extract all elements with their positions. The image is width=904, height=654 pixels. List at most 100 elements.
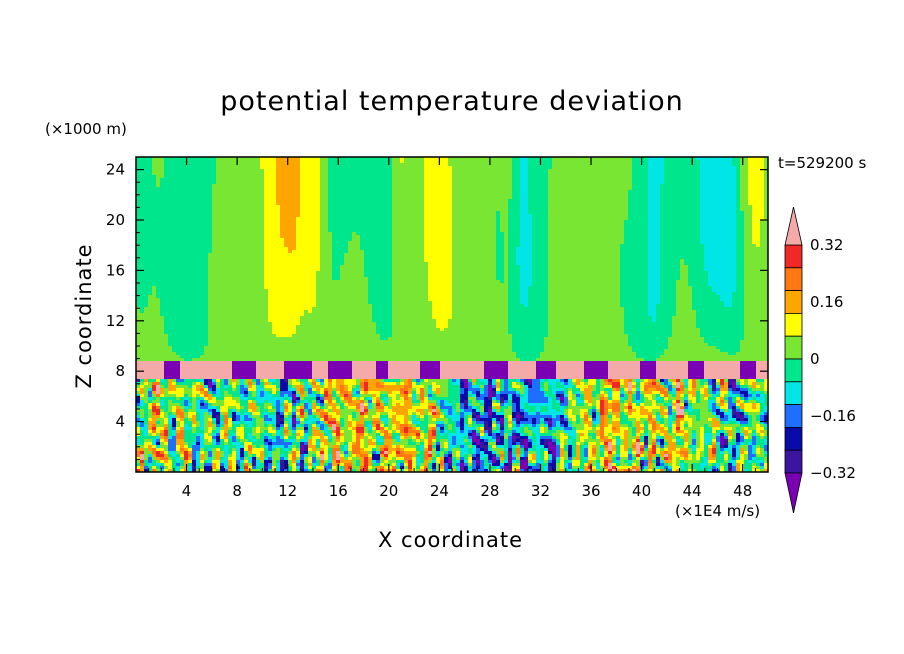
heatmap-cell bbox=[744, 175, 749, 179]
heatmap-cell bbox=[256, 208, 261, 212]
heatmap-cell bbox=[408, 238, 413, 242]
heatmap-cell bbox=[416, 211, 421, 215]
heatmap-cell bbox=[464, 175, 469, 179]
heatmap-cell bbox=[512, 184, 517, 188]
heatmap-cell bbox=[624, 244, 629, 248]
heatmap-cell bbox=[156, 232, 161, 236]
heatmap-cell bbox=[328, 169, 333, 173]
heatmap-cell bbox=[164, 175, 169, 179]
heatmap-cell bbox=[216, 220, 221, 224]
heatmap-cell bbox=[236, 244, 241, 248]
heatmap-cell bbox=[268, 250, 273, 254]
heatmap-cell bbox=[296, 169, 301, 173]
heatmap-cell bbox=[352, 181, 357, 185]
heatmap-cell bbox=[464, 229, 469, 233]
heatmap-cell bbox=[324, 196, 329, 200]
heatmap-cell bbox=[560, 175, 565, 179]
heatmap-cell bbox=[204, 220, 209, 224]
heatmap-cell bbox=[752, 241, 757, 245]
heatmap-cell bbox=[568, 187, 573, 191]
heatmap-cell bbox=[376, 247, 381, 251]
heatmap-cell bbox=[704, 205, 709, 209]
heatmap-cell bbox=[616, 226, 621, 230]
heatmap-cell bbox=[544, 166, 549, 170]
heatmap-cell bbox=[192, 247, 197, 251]
heatmap-cell bbox=[552, 187, 557, 191]
heatmap-cell bbox=[452, 247, 457, 251]
heatmap-cell bbox=[700, 193, 705, 197]
heatmap-cell bbox=[676, 229, 681, 233]
heatmap-cell bbox=[308, 220, 313, 224]
heatmap-cell bbox=[700, 241, 705, 245]
heatmap-cell bbox=[532, 202, 537, 206]
heatmap-cell bbox=[644, 217, 649, 221]
heatmap-cell bbox=[696, 223, 701, 227]
heatmap-cell bbox=[488, 223, 493, 227]
heatmap-cell bbox=[140, 193, 145, 197]
heatmap-cell bbox=[472, 208, 477, 212]
heatmap-cell bbox=[300, 229, 305, 233]
heatmap-cell bbox=[488, 250, 493, 254]
heatmap-cell bbox=[528, 187, 533, 191]
heatmap-cell bbox=[608, 241, 613, 245]
heatmap-cell bbox=[220, 202, 225, 206]
heatmap-cell bbox=[292, 235, 297, 239]
heatmap-cell bbox=[424, 226, 429, 230]
heatmap-cell bbox=[748, 181, 753, 185]
heatmap-cell bbox=[528, 247, 533, 251]
heatmap-cell bbox=[268, 184, 273, 188]
heatmap-cell bbox=[180, 187, 185, 191]
heatmap-cell bbox=[740, 205, 745, 209]
heatmap-cell bbox=[436, 196, 441, 200]
heatmap-cell bbox=[632, 223, 637, 227]
heatmap-cell bbox=[584, 208, 589, 212]
heatmap-cell bbox=[688, 247, 693, 251]
heatmap-cell bbox=[480, 163, 485, 167]
heatmap-cell bbox=[368, 163, 373, 167]
heatmap-cell bbox=[312, 238, 317, 242]
heatmap-cell bbox=[516, 178, 521, 182]
heatmap-cell bbox=[184, 181, 189, 185]
heatmap-cell bbox=[176, 166, 181, 170]
heatmap-cell bbox=[256, 241, 261, 245]
heatmap-cell bbox=[308, 181, 313, 185]
heatmap-cell bbox=[564, 175, 569, 179]
heatmap-cell bbox=[260, 214, 265, 218]
heatmap-cell bbox=[284, 211, 289, 215]
heatmap-cell bbox=[216, 196, 221, 200]
heatmap-cell bbox=[684, 214, 689, 218]
heatmap-cell bbox=[296, 196, 301, 200]
heatmap-cell bbox=[728, 169, 733, 173]
heatmap-cell bbox=[576, 214, 581, 218]
heatmap-cell bbox=[372, 205, 377, 209]
heatmap-cell bbox=[684, 226, 689, 230]
heatmap-cell bbox=[156, 220, 161, 224]
heatmap-cell bbox=[752, 244, 757, 248]
heatmap-cell bbox=[188, 235, 193, 239]
heatmap-cell bbox=[460, 187, 465, 191]
heatmap-cell bbox=[556, 217, 561, 221]
heatmap-cell bbox=[688, 175, 693, 179]
heatmap-cell bbox=[324, 175, 329, 179]
heatmap-cell bbox=[568, 238, 573, 242]
heatmap-cell bbox=[304, 241, 309, 245]
heatmap-cell bbox=[728, 211, 733, 215]
heatmap-cell bbox=[212, 184, 217, 188]
heatmap-cell bbox=[644, 226, 649, 230]
heatmap-cell bbox=[744, 196, 749, 200]
heatmap-cell bbox=[512, 166, 517, 170]
heatmap-cell bbox=[756, 163, 761, 167]
heatmap-cell bbox=[184, 193, 189, 197]
heatmap-cell bbox=[664, 208, 669, 212]
heatmap-cell bbox=[328, 199, 333, 203]
heatmap-cell bbox=[520, 190, 525, 194]
heatmap-cell bbox=[652, 196, 657, 200]
heatmap-cell bbox=[476, 244, 481, 248]
heatmap-cell bbox=[436, 211, 441, 215]
heatmap-cell bbox=[460, 178, 465, 182]
heatmap-cell bbox=[448, 160, 453, 164]
heatmap-cell bbox=[144, 160, 149, 164]
heatmap-cell bbox=[576, 163, 581, 167]
heatmap-cell bbox=[668, 202, 673, 206]
